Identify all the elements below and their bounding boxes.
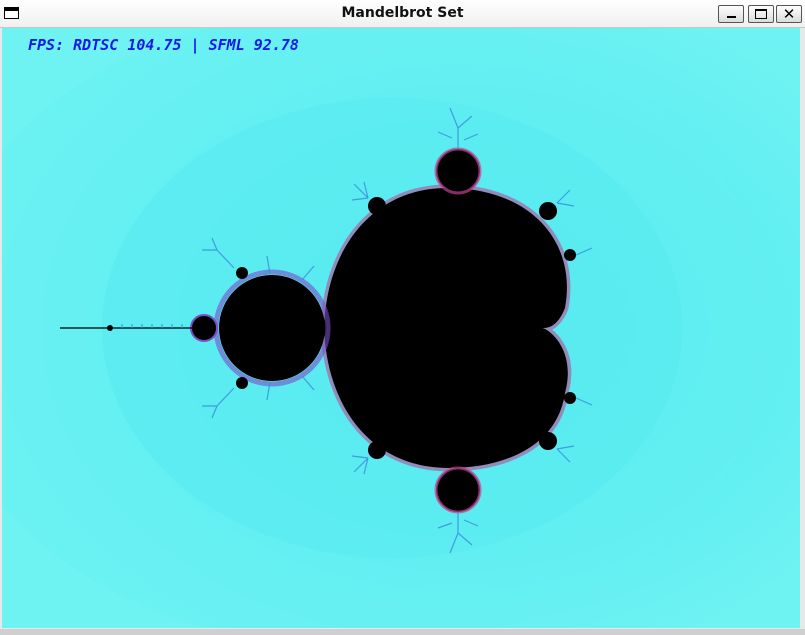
- dendrite: [437, 512, 479, 554]
- window-icon[interactable]: [4, 7, 19, 19]
- minor-bulb: [539, 202, 557, 220]
- window-bottom-border: [0, 629, 805, 635]
- close-icon: ✕: [782, 5, 796, 23]
- period4-bulb: [190, 314, 218, 342]
- dendrites: [121, 107, 593, 554]
- render-canvas[interactable]: [2, 28, 800, 628]
- dendrite: [351, 455, 369, 475]
- dendrite: [575, 247, 593, 406]
- dendrite: [351, 181, 369, 201]
- title-bar[interactable]: Mandelbrot Set ✕: [0, 0, 805, 28]
- minor-bulb: [236, 267, 248, 279]
- minor-bulb: [236, 377, 248, 389]
- dendrite: [202, 237, 235, 269]
- minor-bulb: [564, 392, 576, 404]
- dendrite: [556, 189, 575, 207]
- mandelbrot-render: [2, 28, 800, 628]
- top-bulb: [434, 147, 482, 195]
- minor-bulb: [368, 197, 386, 215]
- maximize-button[interactable]: [748, 5, 774, 23]
- minor-bulb: [368, 441, 386, 459]
- maximize-icon: [755, 9, 767, 19]
- mandelbrot-set: [60, 147, 576, 514]
- main-cardioid: [324, 188, 568, 468]
- bottom-bulb: [434, 466, 482, 514]
- dendrite: [437, 107, 479, 149]
- dendrite: [266, 255, 315, 401]
- filament-ticks: [121, 324, 183, 328]
- close-button[interactable]: ✕: [776, 5, 802, 23]
- dendrite: [556, 445, 575, 463]
- period2-bulb: [219, 275, 325, 381]
- minimize-button[interactable]: [718, 5, 744, 23]
- minimize-icon: [727, 16, 736, 18]
- minor-bulb: [564, 249, 576, 261]
- minor-bulb: [539, 432, 557, 450]
- dendrite: [202, 387, 235, 419]
- window-title: Mandelbrot Set: [341, 5, 464, 21]
- antenna-minibrot: [107, 325, 113, 331]
- fps-counter: FPS: RDTSC 104.75 | SFML 92.78: [28, 36, 299, 54]
